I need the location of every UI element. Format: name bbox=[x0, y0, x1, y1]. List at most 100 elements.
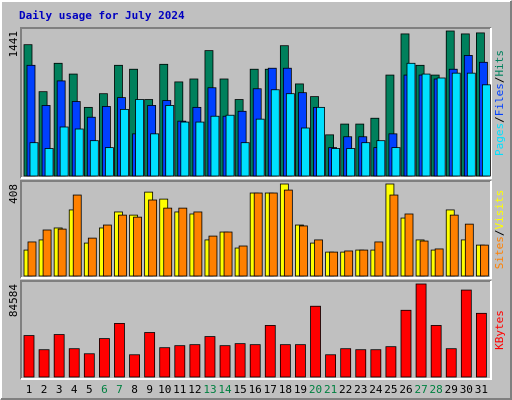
bar bbox=[83, 353, 95, 378]
legend-entry: Files bbox=[493, 83, 506, 116]
bar bbox=[434, 248, 444, 277]
x-tick-label: 1 bbox=[26, 383, 33, 396]
panel-bevel bbox=[20, 180, 491, 278]
bar bbox=[299, 225, 308, 277]
legend-entry: Pages bbox=[493, 123, 506, 156]
bar bbox=[270, 89, 280, 177]
bar bbox=[255, 118, 265, 177]
legend-entry: KBytes bbox=[493, 310, 506, 350]
bar bbox=[430, 325, 442, 378]
bar bbox=[99, 338, 110, 378]
bar bbox=[118, 214, 127, 277]
x-tick-label: 17 bbox=[264, 383, 277, 396]
x-tick-label: 10 bbox=[158, 383, 171, 396]
x-tick-label: 11 bbox=[173, 383, 186, 396]
bar bbox=[195, 121, 205, 177]
bar bbox=[385, 346, 397, 378]
bar bbox=[406, 62, 416, 177]
legend-separator: / bbox=[493, 230, 506, 237]
bar bbox=[103, 224, 112, 277]
x-tick-label: 27 bbox=[414, 383, 427, 396]
bar bbox=[481, 84, 491, 177]
x-tick-label: 5 bbox=[86, 383, 93, 396]
x-tick-label: 7 bbox=[116, 383, 123, 396]
bar bbox=[389, 194, 399, 277]
x-tick-label: 22 bbox=[339, 383, 352, 396]
bar bbox=[421, 73, 431, 177]
bar bbox=[219, 345, 231, 378]
bar bbox=[283, 189, 293, 277]
bar bbox=[376, 140, 386, 177]
bar bbox=[89, 140, 99, 177]
x-tick-label: 3 bbox=[56, 383, 63, 396]
bar bbox=[68, 348, 80, 378]
bar bbox=[210, 115, 220, 177]
bar bbox=[374, 241, 384, 277]
bar bbox=[87, 237, 97, 277]
bar bbox=[174, 345, 186, 378]
y-tick-label: 1441 bbox=[7, 31, 20, 58]
x-tick-label: 26 bbox=[399, 383, 412, 396]
bar bbox=[475, 312, 487, 378]
x-tick-label: 21 bbox=[324, 383, 337, 396]
bar bbox=[38, 349, 50, 378]
bar bbox=[53, 334, 65, 378]
x-tick-label: 28 bbox=[430, 383, 443, 396]
legend-separator: / bbox=[493, 77, 506, 84]
bar bbox=[225, 114, 235, 177]
bar bbox=[74, 128, 84, 177]
panel-bevel bbox=[21, 28, 492, 179]
x-tick-label: 18 bbox=[279, 383, 292, 396]
bar bbox=[223, 231, 233, 277]
bar bbox=[419, 240, 429, 277]
bar bbox=[301, 127, 310, 177]
x-tick-label: 16 bbox=[249, 383, 262, 396]
bar bbox=[193, 211, 203, 277]
bar bbox=[120, 108, 129, 177]
bar bbox=[331, 148, 341, 177]
bar bbox=[105, 147, 114, 177]
bar bbox=[23, 335, 35, 378]
bar bbox=[464, 223, 474, 277]
legend-entry: Visits bbox=[493, 190, 506, 230]
legend-separator: / bbox=[493, 116, 506, 123]
bar bbox=[240, 142, 250, 177]
bar bbox=[479, 244, 489, 277]
bar bbox=[466, 72, 476, 177]
panel-bevel bbox=[21, 281, 492, 380]
bar bbox=[253, 192, 263, 277]
bar bbox=[314, 239, 323, 277]
bar bbox=[285, 93, 295, 177]
y-tick-label: 408 bbox=[7, 184, 20, 204]
bar bbox=[370, 349, 382, 378]
bar bbox=[310, 305, 321, 378]
bar bbox=[208, 235, 218, 277]
bar bbox=[165, 105, 175, 177]
bar bbox=[129, 354, 140, 378]
bar bbox=[359, 249, 369, 277]
panel-bevel bbox=[21, 181, 492, 279]
panel-bevel bbox=[20, 27, 491, 178]
bar bbox=[57, 228, 67, 277]
bar bbox=[148, 199, 158, 277]
bar bbox=[150, 133, 160, 177]
bar bbox=[42, 229, 52, 277]
bar bbox=[264, 325, 276, 378]
bar bbox=[400, 309, 412, 378]
y-tick-label: 84584 bbox=[7, 284, 20, 317]
x-tick-label: 8 bbox=[131, 383, 138, 396]
legend: KBytes bbox=[493, 310, 506, 350]
bar bbox=[189, 344, 201, 378]
bar bbox=[415, 283, 427, 378]
bar bbox=[325, 354, 337, 378]
bar bbox=[361, 142, 371, 177]
x-tick-label: 29 bbox=[445, 383, 458, 396]
bar bbox=[59, 126, 69, 177]
x-tick-label: 31 bbox=[475, 383, 488, 396]
chart-title: Daily usage for July 2024 bbox=[19, 9, 185, 22]
bar bbox=[159, 347, 171, 378]
bar bbox=[436, 77, 446, 177]
bar bbox=[295, 344, 306, 378]
